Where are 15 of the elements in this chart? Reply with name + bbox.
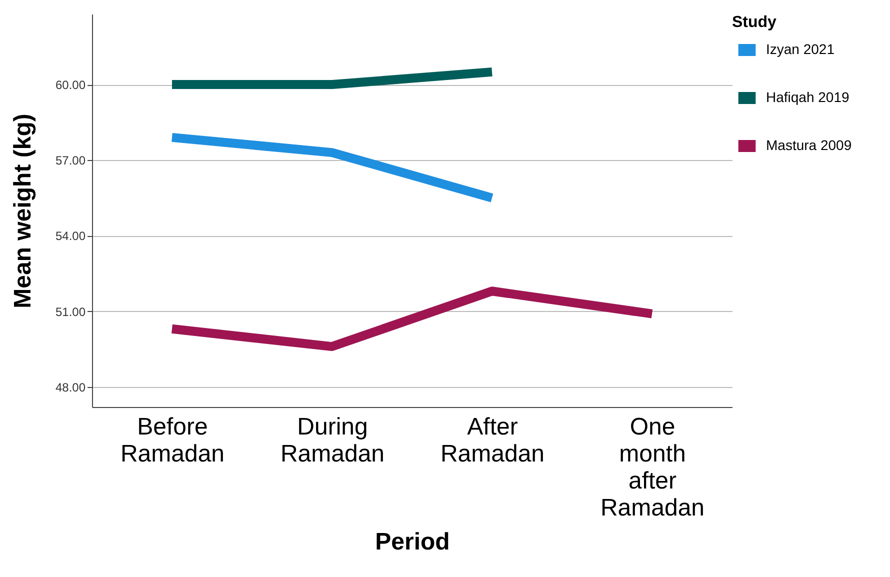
- x-tick-label: After Ramadan: [440, 414, 545, 468]
- y-tick-label: 51.00: [55, 304, 86, 319]
- legend-title: Study: [732, 14, 777, 31]
- x-tick-label: One month after Ramadan: [600, 414, 705, 522]
- x-axis-title: Period: [375, 528, 450, 556]
- y-tick-label: 54.00: [55, 229, 86, 244]
- y-tick-label: 60.00: [55, 78, 86, 92]
- x-tick-label: During Ramadan: [280, 414, 385, 468]
- x-tick-label: Before Ramadan: [120, 414, 225, 468]
- y-tick-label: 57.00: [55, 154, 86, 168]
- y-axis-title: Mean weight (kg): [9, 114, 36, 308]
- y-tick-label: 48.00: [55, 380, 86, 394]
- legend-label: Mastura 2009: [766, 137, 852, 153]
- legend-label: Hafiqah 2019: [766, 89, 850, 105]
- legend-label: Izyan 2021: [766, 41, 835, 57]
